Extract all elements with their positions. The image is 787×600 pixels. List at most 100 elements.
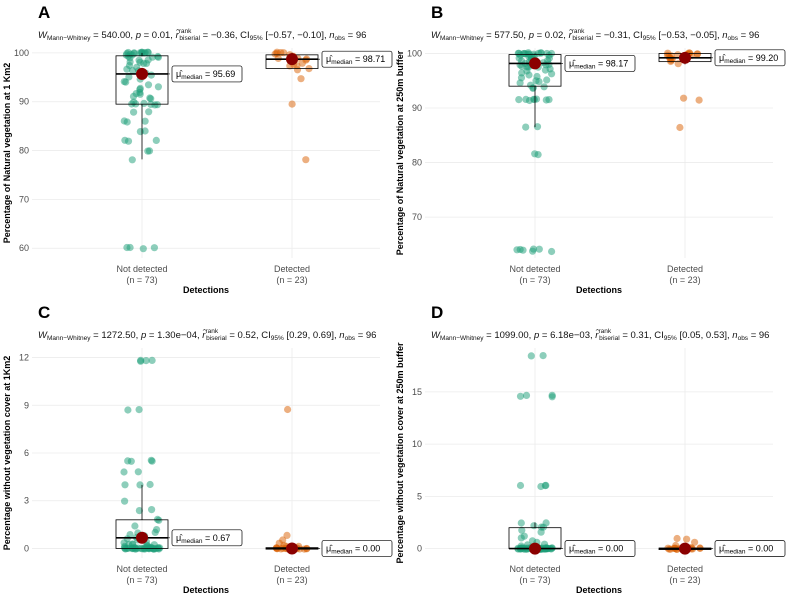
y-tick-label: 80 bbox=[412, 158, 422, 168]
y-tick-label: 3 bbox=[24, 496, 29, 506]
data-point bbox=[525, 71, 533, 79]
x-axis-title: Detections bbox=[576, 285, 622, 295]
data-point bbox=[533, 123, 542, 131]
data-point bbox=[123, 118, 131, 126]
data-point bbox=[539, 352, 547, 360]
y-tick-label: 0 bbox=[24, 543, 29, 553]
panel-C: C WMann−Whitney = 1272.50, p = 1.30e−04, … bbox=[2, 303, 393, 595]
data-point bbox=[148, 53, 157, 61]
median-marker bbox=[529, 542, 541, 555]
data-point bbox=[548, 70, 556, 78]
median-label: μ̂median = 99.20 bbox=[719, 53, 778, 65]
data-point bbox=[522, 391, 531, 399]
data-point bbox=[154, 83, 162, 91]
data-point bbox=[530, 95, 538, 104]
x-tick-label: Detected bbox=[667, 264, 703, 274]
y-tick-label: 12 bbox=[19, 353, 29, 363]
data-point bbox=[297, 75, 305, 83]
data-point bbox=[676, 123, 684, 132]
x-tick-label: Detected bbox=[667, 564, 703, 574]
panel-A: A WMann−Whitney = 540.00, p = 0.01, r̂ran… bbox=[2, 3, 393, 295]
data-point bbox=[517, 519, 525, 527]
data-point bbox=[135, 406, 143, 414]
data-point bbox=[144, 147, 152, 155]
data-point bbox=[288, 100, 296, 108]
data-point bbox=[136, 481, 144, 489]
data-point bbox=[548, 393, 556, 401]
y-tick-label: 5 bbox=[417, 491, 422, 501]
data-point bbox=[519, 246, 527, 254]
data-point bbox=[156, 544, 164, 552]
data-point bbox=[137, 357, 145, 365]
stat-subtitle: WMann−Whitney = 1099.00, p = 6.18e−03, r… bbox=[431, 328, 769, 342]
panel-letter: D bbox=[431, 303, 443, 322]
data-point bbox=[516, 392, 525, 400]
data-point bbox=[120, 468, 128, 476]
data-point bbox=[124, 457, 132, 465]
data-point bbox=[543, 76, 551, 84]
data-point bbox=[140, 99, 148, 107]
data-point bbox=[124, 406, 132, 414]
data-point bbox=[135, 507, 143, 515]
x-tick-count: (n = 23) bbox=[276, 575, 307, 585]
data-point bbox=[138, 48, 146, 56]
y-tick-label: 9 bbox=[24, 400, 29, 410]
data-point bbox=[518, 526, 526, 534]
data-point bbox=[535, 78, 543, 86]
median-marker bbox=[679, 542, 691, 555]
data-point bbox=[527, 352, 535, 360]
data-point bbox=[131, 522, 139, 530]
y-tick-label: 60 bbox=[19, 243, 29, 253]
stat-subtitle: WMann−Whitney = 540.00, p = 0.01, r̂rank… bbox=[38, 28, 366, 42]
y-tick-label: 70 bbox=[19, 194, 29, 204]
x-tick-label: Not detected bbox=[509, 564, 560, 574]
x-tick-count: (n = 73) bbox=[126, 575, 157, 585]
data-point bbox=[516, 79, 524, 87]
y-tick-label: 100 bbox=[14, 48, 29, 58]
median-label: μ̂median = 0.00 bbox=[719, 544, 773, 556]
data-point bbox=[141, 127, 149, 135]
data-point bbox=[152, 136, 160, 144]
y-tick-label: 0 bbox=[417, 544, 422, 554]
data-point bbox=[153, 515, 162, 523]
data-point bbox=[120, 78, 128, 86]
median-label-box bbox=[564, 540, 636, 557]
median-label: μ̂median = 98.17 bbox=[569, 58, 628, 70]
data-point bbox=[142, 357, 150, 365]
x-axis-title: Detections bbox=[183, 285, 229, 295]
data-point bbox=[153, 101, 161, 109]
data-point bbox=[132, 90, 140, 98]
panel-D: D WMann−Whitney = 1099.00, p = 6.18e−03, … bbox=[395, 303, 786, 595]
y-tick-label: 15 bbox=[412, 387, 422, 397]
data-point bbox=[277, 49, 285, 57]
x-tick-label: Detected bbox=[274, 564, 310, 574]
data-point bbox=[123, 65, 131, 73]
data-point bbox=[293, 66, 302, 74]
data-point bbox=[150, 244, 158, 252]
x-tick-label: Detected bbox=[274, 264, 310, 274]
box bbox=[508, 54, 562, 87]
y-axis-title: Percentage without vegetation cover at 1… bbox=[2, 356, 12, 551]
data-point bbox=[673, 534, 681, 543]
data-point bbox=[522, 123, 530, 131]
median-label: μ̂median = 0.00 bbox=[569, 544, 623, 556]
x-tick-count: (n = 23) bbox=[276, 275, 307, 285]
x-tick-count: (n = 73) bbox=[126, 275, 157, 285]
x-tick-label: Not detected bbox=[116, 264, 167, 274]
data-point bbox=[516, 481, 525, 490]
stat-subtitle: WMann−Whitney = 1272.50, p = 1.30e−04, r… bbox=[38, 328, 376, 342]
median-marker bbox=[529, 57, 541, 70]
data-point bbox=[302, 156, 310, 164]
data-point bbox=[147, 456, 155, 464]
data-point bbox=[515, 96, 523, 104]
panel-letter: C bbox=[38, 303, 50, 322]
median-label: μ̂median = 95.69 bbox=[176, 69, 235, 81]
data-point bbox=[529, 84, 537, 92]
data-point bbox=[695, 96, 703, 104]
data-point bbox=[542, 481, 550, 489]
data-point bbox=[145, 108, 153, 116]
box bbox=[115, 519, 169, 549]
panel-letter: A bbox=[38, 3, 50, 22]
median-label-box bbox=[171, 65, 243, 83]
